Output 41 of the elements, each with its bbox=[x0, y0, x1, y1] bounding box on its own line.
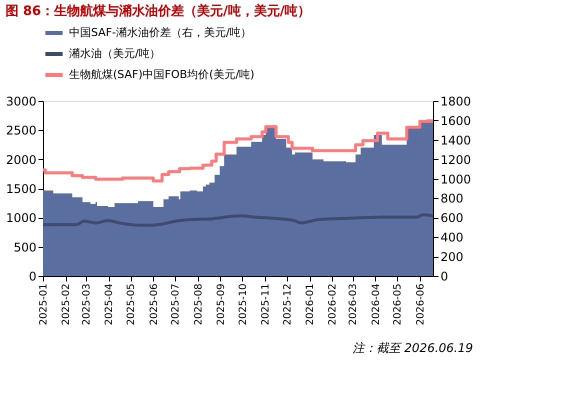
x-tick-label: 2025-04 bbox=[104, 284, 116, 326]
x-tick-label: 2026-01 bbox=[305, 284, 316, 326]
x-tick-label: 2026-03 bbox=[348, 284, 360, 326]
y-tick-label: 500 bbox=[14, 240, 36, 254]
y2-tick-label: 600 bbox=[440, 211, 464, 226]
text: 注：截至 2026.06.19 bbox=[352, 341, 473, 355]
y2-tick-label: 1600 bbox=[440, 114, 472, 128]
y2-tick-label: 1000 bbox=[440, 172, 472, 186]
x-tick-label: 2025-09 bbox=[216, 284, 227, 326]
y-tick-label: 3000 bbox=[6, 94, 36, 108]
x-tick-label: 2025-01 bbox=[38, 284, 50, 326]
y-tick-label: 1500 bbox=[6, 182, 36, 196]
x-tick-label: 2025-02 bbox=[61, 284, 72, 326]
legend-label: 生物航煤(SAF)中国FOB均价(美元/吨) bbox=[69, 68, 254, 81]
chart-title: 图 86：生物航煤与潲水油价差（美元/吨，美元/吨） bbox=[5, 3, 311, 19]
legend-label: 潲水油（美元/吨） bbox=[69, 47, 161, 60]
x-tick-label: 2025-12 bbox=[282, 284, 294, 326]
x-tick-label: 2026-02 bbox=[328, 284, 339, 326]
x-tick-label: 2026-05 bbox=[392, 284, 404, 326]
y2-tick-label: 1800 bbox=[440, 94, 472, 108]
y2-tick-label: 0 bbox=[440, 270, 448, 284]
y-tick-label: 2500 bbox=[6, 124, 36, 138]
x-tick-label: 2025-03 bbox=[82, 284, 93, 326]
y-tick-label: 2000 bbox=[6, 152, 36, 167]
y2-tick-label: 1200 bbox=[440, 152, 472, 167]
y2-tick-label: 400 bbox=[440, 230, 464, 245]
x-tick-label: 2025-06 bbox=[148, 284, 160, 326]
y-tick-label: 1000 bbox=[6, 211, 36, 226]
y-tick-label: 0 bbox=[28, 270, 36, 284]
x-tick-label: 2026-04 bbox=[370, 284, 382, 326]
y2-tick-label: 800 bbox=[440, 192, 464, 206]
x-tick-label: 2025-11 bbox=[260, 284, 272, 326]
x-tick-label: 2025-05 bbox=[126, 284, 138, 326]
line-series bbox=[42, 213, 434, 227]
y2-tick-label: 200 bbox=[440, 250, 464, 264]
x-tick-label: 2026-06 bbox=[415, 284, 426, 326]
x-tick-label: 2025-08 bbox=[193, 284, 204, 326]
x-tick-label: 2025-10 bbox=[238, 284, 249, 326]
legend-label: 中国SAF-潲水油价差（右，美元/吨） bbox=[69, 26, 252, 39]
y2-tick-label: 1400 bbox=[440, 133, 472, 148]
x-tick-label: 2025-07 bbox=[170, 284, 182, 326]
